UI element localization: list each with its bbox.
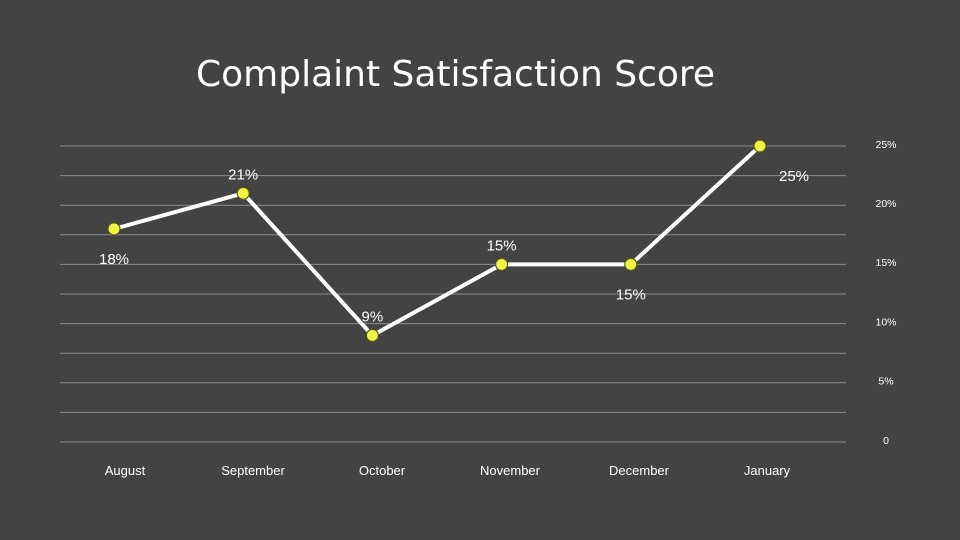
data-label: 21% [228, 166, 258, 183]
y-tick-label: 10% [875, 316, 896, 328]
data-point [365, 328, 379, 343]
data-label: 25% [779, 168, 809, 185]
x-axis: August September October November December Ja… [105, 463, 791, 478]
y-tick-label: 25% [875, 139, 896, 151]
data-label: 18% [99, 251, 129, 268]
y-tick-label: 15% [875, 257, 896, 269]
y-tick-label: 20% [875, 198, 896, 210]
data-point [236, 186, 250, 200]
y-axis: 0 5% 10% 15% 20% 25% [875, 139, 896, 447]
x-tick-label: November [480, 463, 541, 478]
y-tick-label: 5% [878, 376, 893, 388]
x-tick-label: August [105, 463, 146, 478]
data-point [107, 222, 121, 236]
data-label: 15% [616, 286, 646, 303]
x-tick-label: January [744, 463, 791, 478]
series [107, 139, 767, 343]
data-labels: 18% 21% 9% 15% 15% 25% [99, 166, 809, 325]
x-tick-label: September [221, 463, 285, 478]
x-tick-label: December [609, 463, 670, 478]
data-point [753, 139, 767, 153]
chart-title: Complaint Satisfaction Score [196, 54, 716, 95]
series-line [112, 144, 762, 338]
y-tick-label: 0 [883, 435, 889, 447]
grid-lines [60, 145, 846, 443]
data-point [624, 257, 638, 271]
x-tick-label: October [359, 463, 406, 478]
data-label: 15% [487, 237, 517, 254]
data-point [495, 257, 509, 271]
data-label: 9% [362, 308, 384, 325]
